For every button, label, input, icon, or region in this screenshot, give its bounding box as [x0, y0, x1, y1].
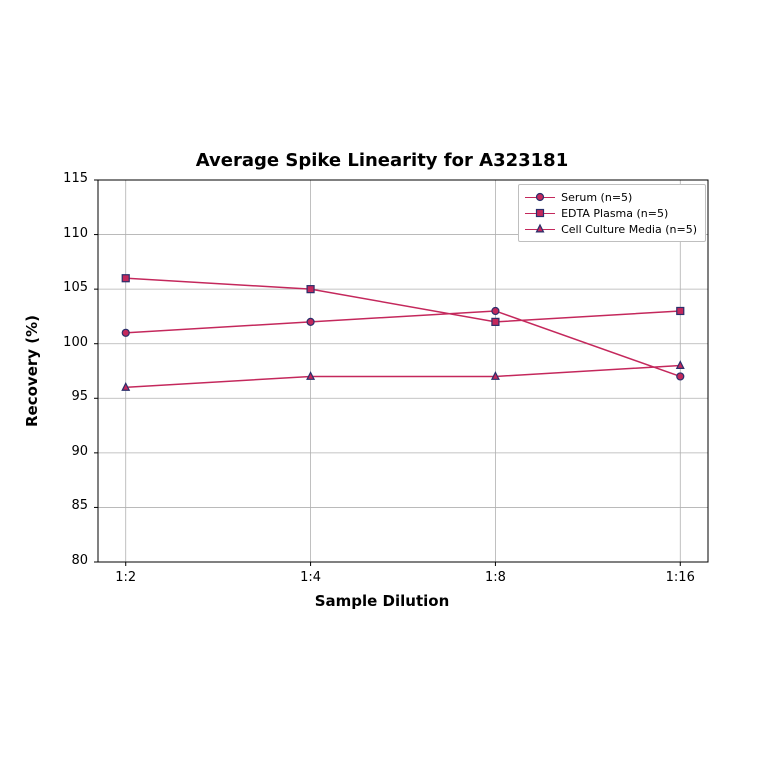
x-tick-label: 1:8: [475, 570, 515, 585]
y-tick-label: 100: [48, 335, 88, 350]
x-tick-label: 1:4: [291, 570, 331, 585]
y-tick-label: 95: [48, 389, 88, 404]
y-tick-label: 80: [48, 553, 88, 568]
chart-plot: [0, 0, 764, 764]
x-tick-label: 1:16: [660, 570, 700, 585]
y-tick-label: 85: [48, 498, 88, 513]
legend-label: Serum (n=5): [561, 191, 632, 204]
legend-label: Cell Culture Media (n=5): [561, 223, 697, 236]
legend-item: EDTA Plasma (n=5): [525, 205, 697, 221]
y-tick-label: 115: [48, 171, 88, 186]
y-tick-label: 105: [48, 280, 88, 295]
legend-item: Cell Culture Media (n=5): [525, 221, 697, 237]
legend: Serum (n=5) EDTA Plasma (n=5) Cell Culture…: [518, 184, 706, 242]
legend-label: EDTA Plasma (n=5): [561, 207, 668, 220]
x-tick-label: 1:2: [106, 570, 146, 585]
legend-item: Serum (n=5): [525, 189, 697, 205]
y-tick-label: 90: [48, 444, 88, 459]
y-tick-label: 110: [48, 226, 88, 241]
